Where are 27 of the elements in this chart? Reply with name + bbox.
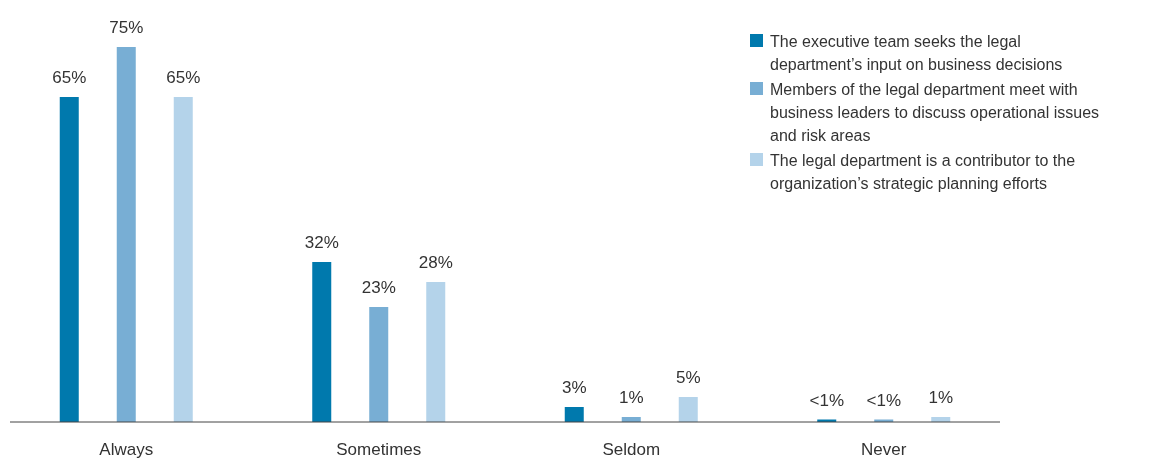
data-label: 3% bbox=[561, 378, 587, 397]
x-tick-label: Never bbox=[861, 440, 907, 459]
data-label: 65% bbox=[52, 68, 87, 87]
data-label: 28% bbox=[418, 253, 453, 272]
data-label: 5% bbox=[675, 368, 701, 387]
bar bbox=[312, 262, 332, 422]
data-label: 23% bbox=[361, 278, 396, 297]
data-label: 1% bbox=[928, 388, 954, 407]
data-label: <1% bbox=[866, 390, 901, 410]
data-label: 65% bbox=[166, 68, 201, 87]
legend-label: The legal department is a contributor to the organization’s strategic planning efforts bbox=[770, 152, 1076, 192]
data-label: 32% bbox=[304, 233, 339, 252]
bar bbox=[678, 397, 698, 422]
x-tick-label: Seldom bbox=[602, 440, 661, 459]
data-label: 1% bbox=[618, 388, 644, 407]
x-tick-label: Sometimes bbox=[336, 440, 422, 459]
bar bbox=[369, 307, 389, 422]
bar bbox=[426, 282, 446, 422]
data-label: 75% bbox=[109, 18, 144, 37]
data-label: <1% bbox=[809, 390, 844, 410]
bar bbox=[564, 407, 584, 422]
legend-label: The executive team seeks the legal department’s input on business decisions bbox=[770, 33, 1063, 73]
bar bbox=[59, 97, 79, 422]
bar bbox=[173, 97, 193, 422]
bar bbox=[116, 47, 136, 422]
legend-label: Members of the legal department meet with business leaders to discuss operational issues and risk areas bbox=[770, 81, 1100, 144]
x-tick-label: Always bbox=[99, 440, 154, 459]
